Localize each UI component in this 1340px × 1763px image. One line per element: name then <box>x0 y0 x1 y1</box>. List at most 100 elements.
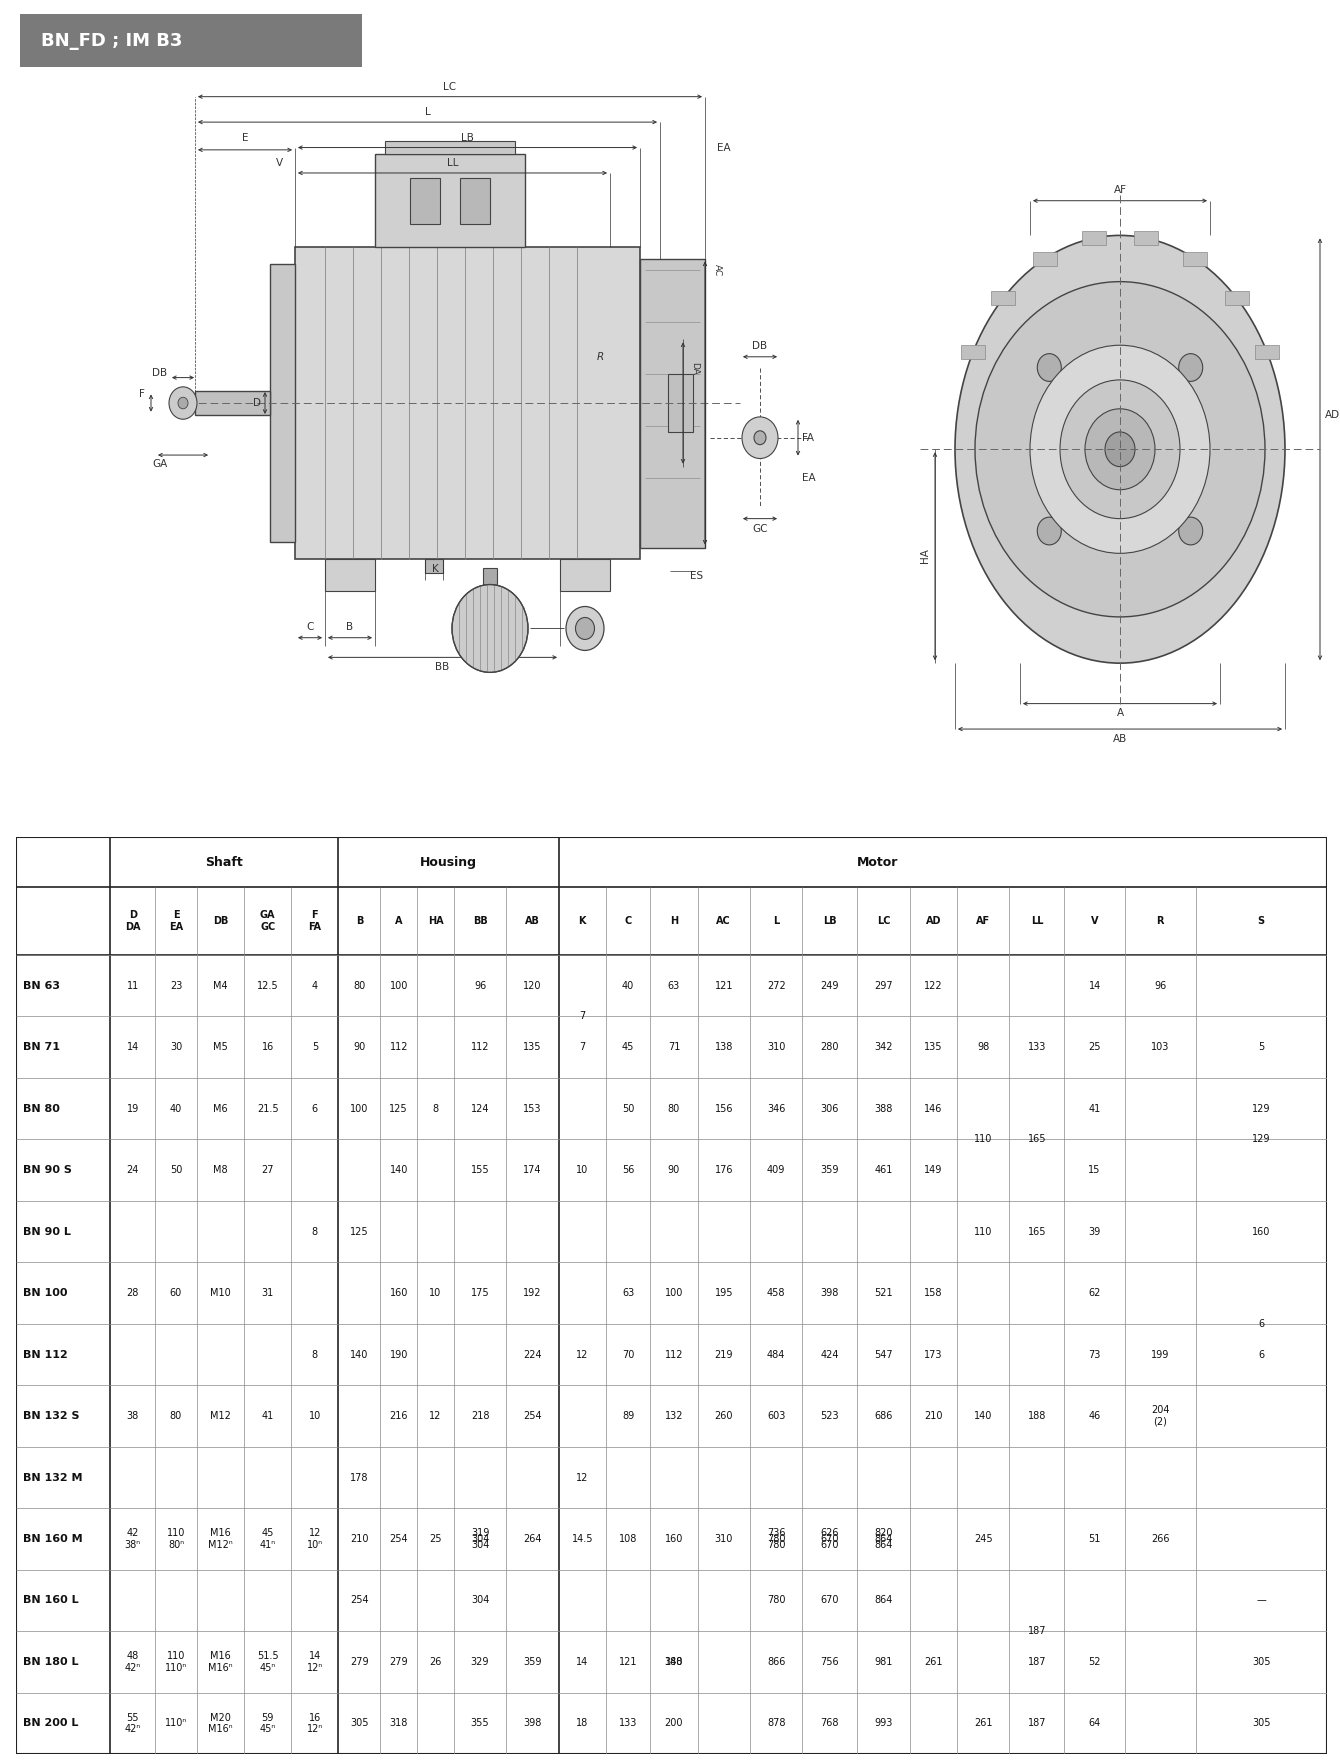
Text: 261: 261 <box>925 1657 943 1668</box>
Text: 864: 864 <box>875 1534 892 1544</box>
Text: 31: 31 <box>261 1289 273 1298</box>
Text: R: R <box>1156 917 1164 926</box>
Text: 90: 90 <box>667 1165 681 1176</box>
Text: Motor: Motor <box>856 855 898 869</box>
Circle shape <box>565 606 604 651</box>
Text: 187: 187 <box>1028 1625 1047 1636</box>
Text: 7: 7 <box>579 1012 586 1021</box>
Text: 70: 70 <box>622 1349 634 1359</box>
Text: HA: HA <box>921 548 930 562</box>
Text: A: A <box>395 917 402 926</box>
Text: 40: 40 <box>622 980 634 991</box>
Text: 305: 305 <box>1252 1657 1270 1668</box>
Text: 140: 140 <box>974 1410 993 1421</box>
Text: 62: 62 <box>1088 1289 1101 1298</box>
Text: 110
80ⁿ: 110 80ⁿ <box>166 1529 185 1550</box>
Text: Shaft: Shaft <box>205 855 244 869</box>
Text: 820
864: 820 864 <box>875 1529 892 1550</box>
Text: 359: 359 <box>820 1165 839 1176</box>
Text: 306: 306 <box>820 1104 839 1114</box>
Text: 8: 8 <box>433 1104 438 1114</box>
Text: 359: 359 <box>523 1657 541 1668</box>
Text: 16: 16 <box>261 1042 273 1053</box>
Text: 219: 219 <box>714 1349 733 1359</box>
Circle shape <box>1179 354 1203 381</box>
Text: 28: 28 <box>126 1289 139 1298</box>
Text: 173: 173 <box>925 1349 943 1359</box>
Text: 149: 149 <box>925 1165 942 1176</box>
Text: AF: AF <box>1114 185 1127 196</box>
Text: 188: 188 <box>1028 1410 1047 1421</box>
Text: 110: 110 <box>974 1227 993 1236</box>
Text: B: B <box>355 917 363 926</box>
Text: BN 90 S: BN 90 S <box>23 1165 71 1176</box>
Circle shape <box>169 386 197 420</box>
Text: M16
M12ⁿ: M16 M12ⁿ <box>208 1529 233 1550</box>
Bar <box>410 178 440 224</box>
Text: 178: 178 <box>350 1472 368 1483</box>
Text: 461: 461 <box>875 1165 892 1176</box>
Text: S: S <box>1257 917 1265 926</box>
Text: 153: 153 <box>523 1104 541 1114</box>
Text: DB: DB <box>753 340 768 351</box>
Text: 12.5: 12.5 <box>257 980 279 991</box>
Text: 103: 103 <box>1151 1042 1170 1053</box>
Text: 14.5: 14.5 <box>571 1534 594 1544</box>
Text: 96: 96 <box>1154 980 1166 991</box>
Text: 98: 98 <box>977 1042 989 1053</box>
Text: 51: 51 <box>1088 1534 1101 1544</box>
Text: ES: ES <box>690 571 704 582</box>
Text: 12: 12 <box>429 1410 442 1421</box>
Text: 864: 864 <box>875 1596 892 1606</box>
Text: DB: DB <box>213 917 228 926</box>
Bar <box>1134 231 1158 245</box>
Bar <box>992 291 1016 305</box>
Circle shape <box>1106 432 1135 467</box>
Text: BN 160 M: BN 160 M <box>23 1534 82 1544</box>
Text: 355: 355 <box>470 1719 489 1728</box>
Text: LC: LC <box>876 917 890 926</box>
Text: BN 71: BN 71 <box>23 1042 60 1053</box>
Text: H: H <box>670 917 678 926</box>
Text: 780: 780 <box>766 1596 785 1606</box>
Text: 768: 768 <box>820 1719 839 1728</box>
Text: 45: 45 <box>622 1042 634 1053</box>
Circle shape <box>575 617 595 640</box>
Text: 254: 254 <box>390 1534 409 1544</box>
Text: 195: 195 <box>714 1289 733 1298</box>
Text: M5: M5 <box>213 1042 228 1053</box>
Text: 4: 4 <box>312 980 318 991</box>
Text: 140: 140 <box>390 1165 407 1176</box>
Text: 10: 10 <box>308 1410 322 1421</box>
Text: 121: 121 <box>619 1657 638 1668</box>
Text: 138: 138 <box>714 1042 733 1053</box>
Text: R: R <box>596 353 603 361</box>
Text: 64: 64 <box>1088 1719 1100 1728</box>
Text: M6: M6 <box>213 1104 228 1114</box>
Text: 50: 50 <box>170 1165 182 1176</box>
Text: 736
780: 736 780 <box>766 1529 785 1550</box>
Text: AD: AD <box>926 917 941 926</box>
Text: 90: 90 <box>354 1042 366 1053</box>
Text: 146: 146 <box>925 1104 942 1114</box>
Text: 19: 19 <box>126 1104 139 1114</box>
Bar <box>196 391 269 414</box>
Text: 73: 73 <box>1088 1349 1101 1359</box>
Bar <box>1033 252 1057 266</box>
Text: 112: 112 <box>390 1042 407 1053</box>
Text: D: D <box>253 398 261 407</box>
Text: BN 200 L: BN 200 L <box>23 1719 78 1728</box>
Text: BN 90 L: BN 90 L <box>23 1227 71 1236</box>
Text: 304: 304 <box>470 1534 489 1544</box>
Text: 12: 12 <box>576 1349 588 1359</box>
Text: 45
41ⁿ: 45 41ⁿ <box>260 1529 276 1550</box>
Text: FA: FA <box>803 432 813 443</box>
Text: AC: AC <box>713 264 722 277</box>
Text: 305: 305 <box>1252 1719 1270 1728</box>
Text: 686: 686 <box>875 1410 892 1421</box>
Text: BN 100: BN 100 <box>23 1289 67 1298</box>
Text: M16
M16ⁿ: M16 M16ⁿ <box>208 1652 233 1673</box>
Text: 80: 80 <box>667 1104 681 1114</box>
Text: 156: 156 <box>714 1104 733 1114</box>
Bar <box>326 559 375 591</box>
